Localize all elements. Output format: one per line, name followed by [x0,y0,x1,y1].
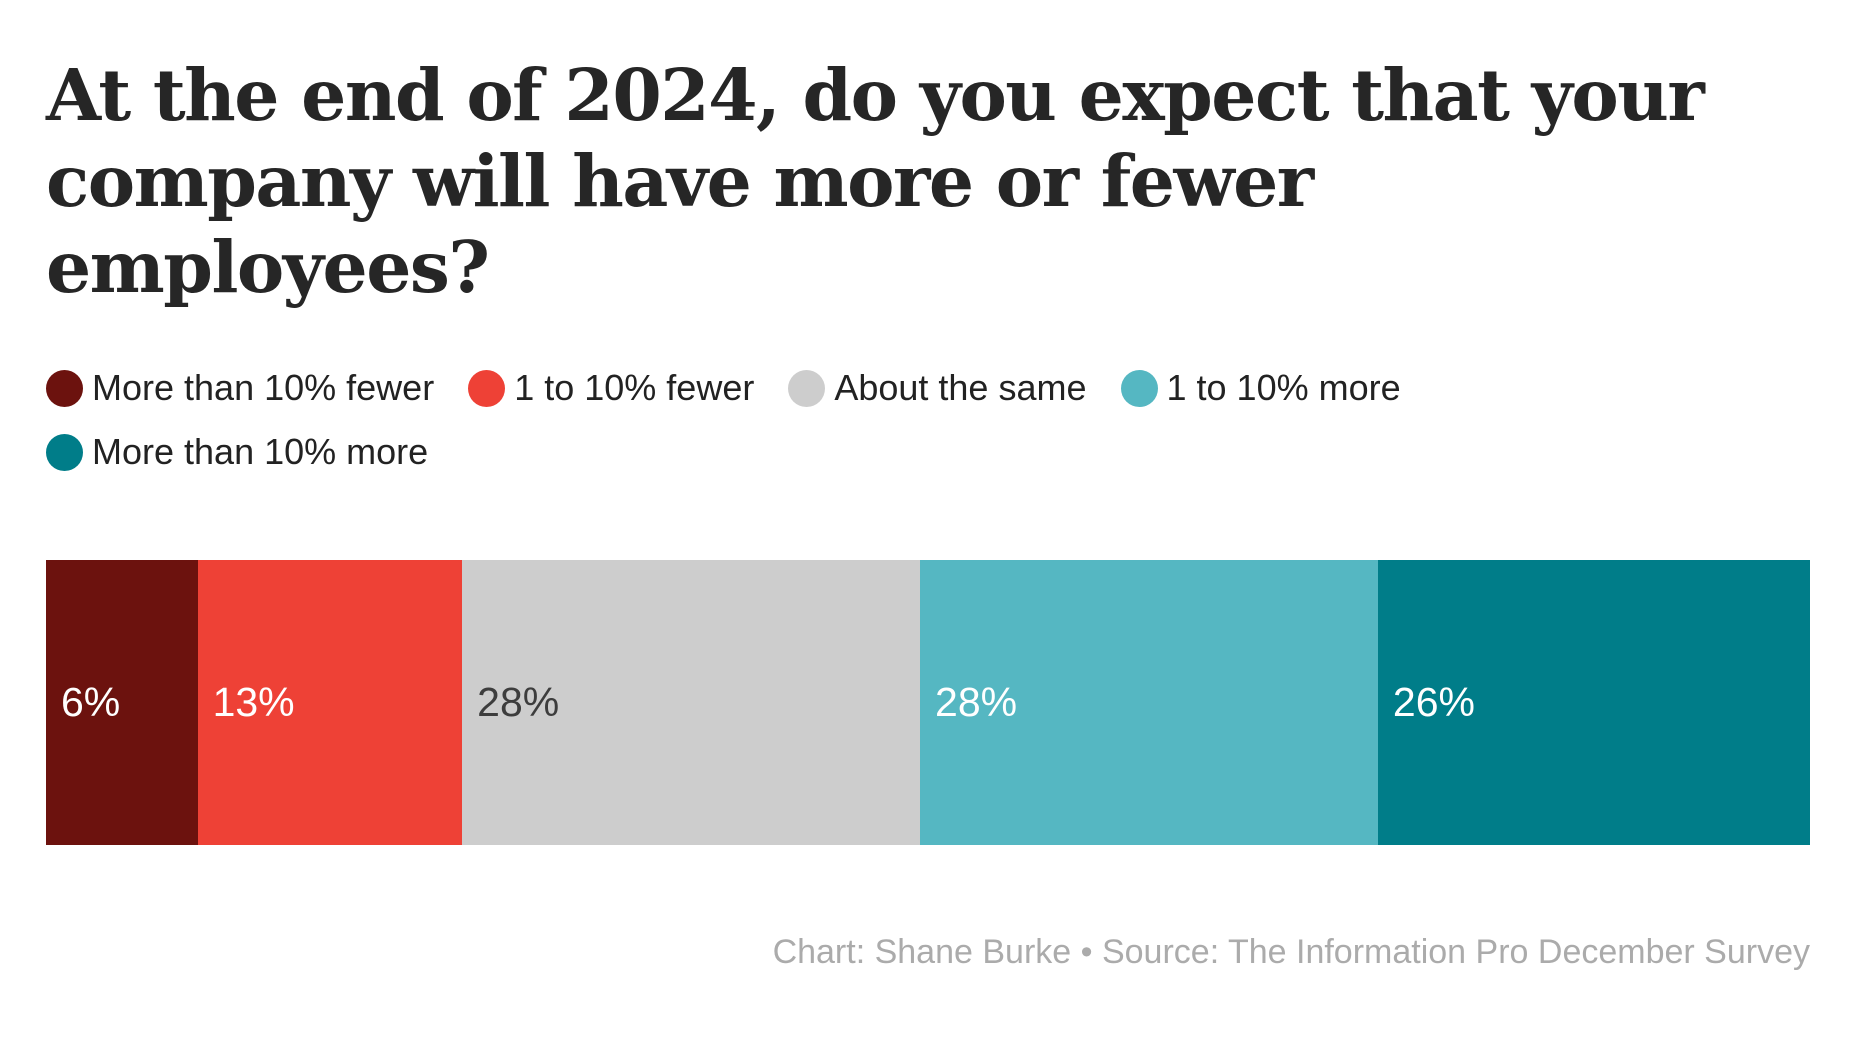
bar-segment-more-than-10-more: 26% [1377,560,1810,845]
legend-item-label: More than 10% more [92,431,429,472]
legend-item-label: About the same [834,367,1087,408]
bar-segment-more-than-10-fewer: 6% [46,560,198,845]
chart-credit-source: Chart: Shane Burke • Source: The Informa… [772,933,1810,971]
chart-title-line-1: At the end of 2024, do you expect that y… [46,53,1705,137]
legend-item-1-to-10-more: 1 to 10% more [1120,366,1401,410]
legend-item-more-than-10-more: More than 10% more [46,430,428,474]
legend-swatch-circle-icon [1120,369,1158,407]
bar-segment-1-to-10-more: 28% [920,560,1378,845]
legend-item-label: More than 10% fewer [92,367,435,408]
legend-item-1-to-10-fewer: 1 to 10% fewer [468,366,754,410]
chart-title-line-2: company will have more or fewer [46,139,1314,223]
bar-segment-value-label: 13% [212,679,295,725]
legend-swatch-circle-icon [788,369,826,407]
legend-swatch-circle-icon [46,433,83,471]
legend-item-more-than-10-fewer: More than 10% fewer [46,366,434,410]
bar-segment-value-label: 6% [61,679,121,725]
chart-title: At the end of 2024, do you expect that y… [46,52,1810,310]
legend-row-2: More than 10% more [46,430,1810,474]
legend-item-label: 1 to 10% fewer [514,367,755,408]
bar-segment-value-label: 28% [477,679,560,725]
legend-item-about-the-same: About the same [788,366,1087,410]
bar-segment-value-label: 28% [935,679,1018,725]
legend-swatch-circle-icon [468,369,506,407]
legend: More than 10% fewer 1 to 10% fewer About… [46,366,1810,474]
bar-segment-1-to-10-fewer: 13% [197,560,463,845]
legend-swatch-circle-icon [46,369,83,407]
stacked-bar: 6% 13% 28% 28% 26% [46,560,1810,845]
legend-row-1: More than 10% fewer 1 to 10% fewer About… [46,366,1810,410]
bar-segment-value-label: 26% [1392,679,1475,725]
chart-title-line-3: employees? [46,225,490,309]
legend-item-label: 1 to 10% more [1166,367,1401,408]
bar-segment-about-the-same: 28% [462,560,921,845]
